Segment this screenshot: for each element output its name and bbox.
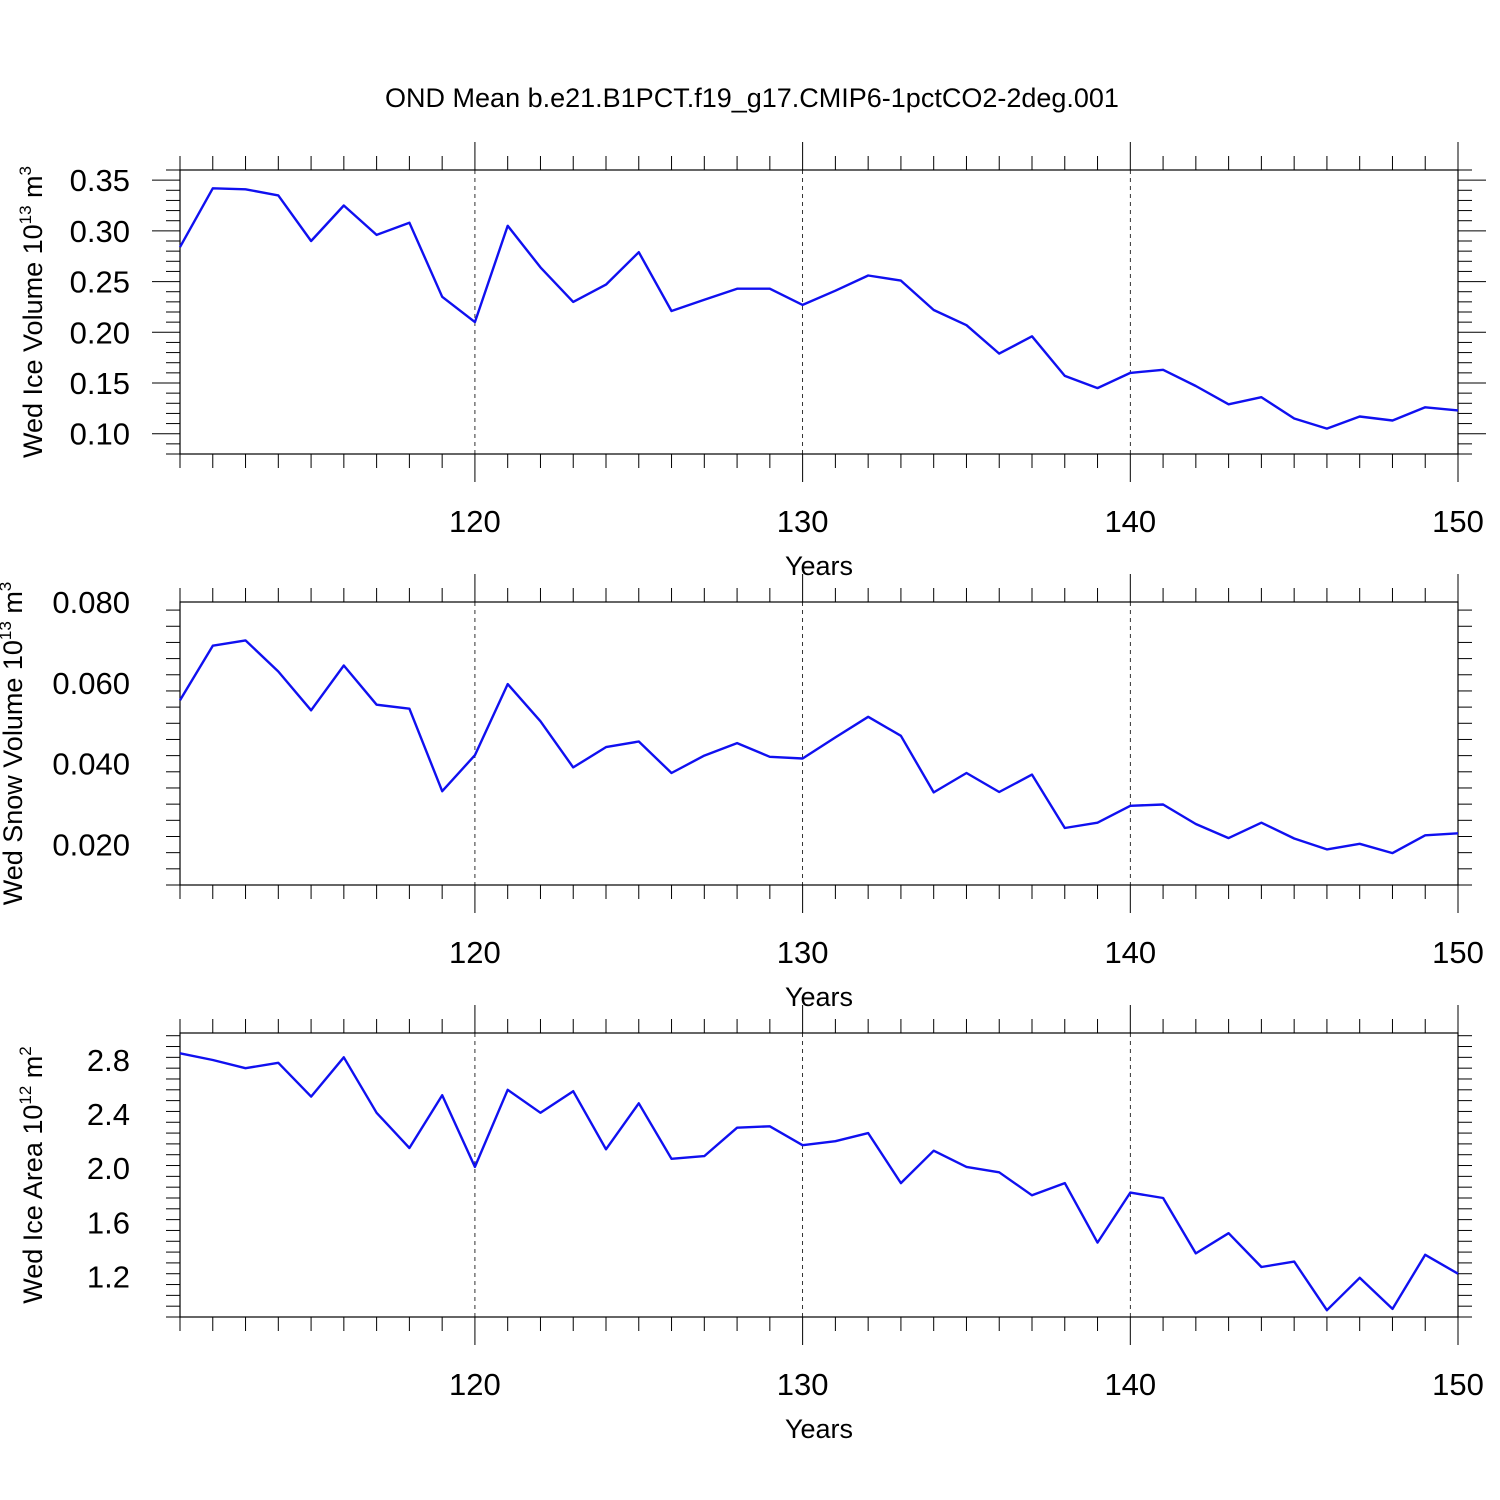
y-axis-title-superscript: 3 xyxy=(16,166,35,175)
panels: 120 130 140 150 0.10 0.15 0.20 0.25 0.30 0.35 Year… xyxy=(0,142,1486,1444)
y-tick-label: 2.4 xyxy=(87,1097,130,1132)
plot-frame xyxy=(179,169,1459,455)
x-tick-label: 130 xyxy=(777,504,829,539)
panel-3: 120 130 140 150 1.2 1.6 2.0 2.4 2.8 Years Wed Ice … xyxy=(16,1005,1484,1444)
y-axis-title-part: Wed Ice Area 10 xyxy=(18,1105,48,1304)
y-tick-label: 0.15 xyxy=(70,366,130,401)
x-tick-label: 150 xyxy=(1432,504,1484,539)
panel-1: 120 130 140 150 0.10 0.15 0.20 0.25 0.30 0.35 Year… xyxy=(16,142,1486,581)
y-axis-title-superscript: 12 xyxy=(16,1086,35,1105)
chart-title: OND Mean b.e21.B1PCT.f19_g17.CMIP6-1pctC… xyxy=(385,83,1119,113)
x-tick-label: 120 xyxy=(449,1367,501,1402)
y-tick-label: 0.20 xyxy=(70,315,130,350)
y-axis-title-part: m xyxy=(18,1056,48,1086)
y-axis-title-part: Wed Snow Volume 10 xyxy=(0,640,28,905)
y-tick-label: 2.0 xyxy=(87,1151,130,1186)
y-tick-label: 2.8 xyxy=(87,1043,130,1078)
y-tick-label: 1.2 xyxy=(87,1259,130,1294)
x-tick-label: 130 xyxy=(777,935,829,970)
y-tick-label: 0.080 xyxy=(52,585,130,620)
plot-frame xyxy=(179,601,1459,886)
y-axis-title-part: Wed Ice Volume 10 xyxy=(18,224,48,458)
y-tick-label: 0.040 xyxy=(52,747,130,782)
series-line xyxy=(179,1052,1459,1312)
plot-frame xyxy=(179,1032,1459,1318)
y-axis-title-part: m xyxy=(0,591,28,621)
series-line xyxy=(178,639,1459,855)
x-tick-label: 130 xyxy=(777,1367,829,1402)
y-axis-title: Wed Ice Area 1012 m2 xyxy=(16,1046,48,1304)
series-line xyxy=(178,187,1459,430)
x-tick-label: 120 xyxy=(449,504,501,539)
y-axis-title-superscript: 3 xyxy=(0,582,15,591)
x-tick-label: 150 xyxy=(1432,1367,1484,1402)
x-tick-label: 150 xyxy=(1432,935,1484,970)
y-tick-label: 0.35 xyxy=(70,163,130,198)
x-axis-title: Years xyxy=(785,1414,853,1444)
y-tick-label: 0.10 xyxy=(70,417,130,452)
y-axis-title: Wed Snow Volume 1013 m3 xyxy=(0,582,28,906)
y-tick-label: 0.25 xyxy=(70,265,130,300)
y-axis-title-superscript: 2 xyxy=(16,1046,35,1055)
x-tick-label: 140 xyxy=(1104,504,1156,539)
x-axis-title: Years xyxy=(785,982,853,1012)
panel-2: 120 130 140 150 0.020 0.040 0.060 0.080 Years Wed… xyxy=(0,574,1484,1012)
y-axis-title-superscript: 13 xyxy=(0,621,15,640)
y-tick-label: 0.020 xyxy=(52,828,130,863)
y-axis-title-superscript: 13 xyxy=(16,205,35,224)
y-tick-label: 0.060 xyxy=(52,666,130,701)
y-tick-label: 1.6 xyxy=(87,1205,130,1240)
x-tick-label: 120 xyxy=(449,935,501,970)
x-tick-label: 140 xyxy=(1104,935,1156,970)
x-tick-label: 140 xyxy=(1104,1367,1156,1402)
y-tick-label: 0.30 xyxy=(70,214,130,249)
y-axis-title-part: m xyxy=(18,175,48,205)
x-axis-title: Years xyxy=(785,551,853,581)
y-axis-title: Wed Ice Volume 1013 m3 xyxy=(16,166,48,458)
